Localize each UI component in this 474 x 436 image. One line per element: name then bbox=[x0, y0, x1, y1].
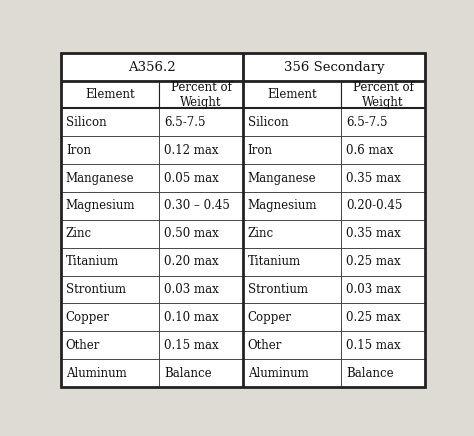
Text: 0.03 max: 0.03 max bbox=[164, 283, 219, 296]
Bar bbox=[159, 248, 243, 276]
Bar bbox=[243, 81, 341, 109]
Bar bbox=[61, 81, 159, 109]
Bar bbox=[61, 192, 159, 220]
Text: Balance: Balance bbox=[164, 367, 212, 380]
Text: 0.25 max: 0.25 max bbox=[346, 255, 401, 268]
Text: Zinc: Zinc bbox=[248, 227, 274, 240]
Text: 0.50 max: 0.50 max bbox=[164, 227, 219, 240]
Text: 356 Secondary: 356 Secondary bbox=[283, 61, 384, 74]
Bar bbox=[341, 81, 425, 109]
Text: Iron: Iron bbox=[66, 144, 91, 157]
Text: Magnesium: Magnesium bbox=[66, 199, 136, 212]
Text: Percent of
Weight: Percent of Weight bbox=[353, 81, 413, 109]
Text: Titanium: Titanium bbox=[66, 255, 119, 268]
Text: Manganese: Manganese bbox=[248, 171, 316, 184]
Bar bbox=[341, 303, 425, 331]
Text: 0.05 max: 0.05 max bbox=[164, 171, 219, 184]
Bar bbox=[159, 276, 243, 303]
Text: Strontium: Strontium bbox=[248, 283, 308, 296]
Text: 0.35 max: 0.35 max bbox=[346, 227, 401, 240]
Text: 0.10 max: 0.10 max bbox=[164, 311, 219, 324]
Bar bbox=[243, 331, 341, 359]
Bar bbox=[61, 164, 159, 192]
Bar bbox=[243, 164, 341, 192]
Bar bbox=[159, 81, 243, 109]
Text: 0.15 max: 0.15 max bbox=[164, 339, 219, 352]
Bar bbox=[243, 303, 341, 331]
Bar bbox=[61, 331, 159, 359]
Bar bbox=[61, 303, 159, 331]
Bar bbox=[61, 220, 159, 248]
Text: 0.25 max: 0.25 max bbox=[346, 311, 401, 324]
Text: Percent of
Weight: Percent of Weight bbox=[171, 81, 231, 109]
Bar bbox=[341, 192, 425, 220]
Bar bbox=[243, 248, 341, 276]
Bar bbox=[159, 164, 243, 192]
Text: Aluminum: Aluminum bbox=[248, 367, 309, 380]
Text: Element: Element bbox=[85, 88, 135, 101]
Bar bbox=[341, 136, 425, 164]
Bar bbox=[61, 109, 159, 136]
Bar bbox=[159, 359, 243, 387]
Bar bbox=[243, 109, 341, 136]
Text: Strontium: Strontium bbox=[66, 283, 126, 296]
Text: Zinc: Zinc bbox=[66, 227, 92, 240]
Text: Magnesium: Magnesium bbox=[248, 199, 317, 212]
Bar bbox=[159, 331, 243, 359]
Text: 0.6 max: 0.6 max bbox=[346, 144, 393, 157]
Text: Iron: Iron bbox=[248, 144, 273, 157]
Bar bbox=[159, 220, 243, 248]
Text: 0.20 max: 0.20 max bbox=[164, 255, 219, 268]
Text: 0.15 max: 0.15 max bbox=[346, 339, 401, 352]
Bar bbox=[61, 359, 159, 387]
Bar bbox=[341, 359, 425, 387]
Bar bbox=[61, 136, 159, 164]
Text: 0.12 max: 0.12 max bbox=[164, 144, 219, 157]
Text: A356.2: A356.2 bbox=[128, 61, 176, 74]
Text: Titanium: Titanium bbox=[248, 255, 301, 268]
Bar bbox=[243, 220, 341, 248]
Text: Aluminum: Aluminum bbox=[66, 367, 127, 380]
Text: Element: Element bbox=[267, 88, 317, 101]
Bar bbox=[243, 136, 341, 164]
Bar bbox=[243, 276, 341, 303]
Text: Balance: Balance bbox=[346, 367, 393, 380]
Bar bbox=[159, 109, 243, 136]
Bar bbox=[159, 136, 243, 164]
Text: 0.03 max: 0.03 max bbox=[346, 283, 401, 296]
Bar bbox=[61, 53, 243, 81]
Text: 6.5-7.5: 6.5-7.5 bbox=[346, 116, 387, 129]
Bar bbox=[243, 53, 425, 81]
Text: 6.5-7.5: 6.5-7.5 bbox=[164, 116, 206, 129]
Bar bbox=[243, 359, 341, 387]
Text: Copper: Copper bbox=[66, 311, 110, 324]
Bar bbox=[61, 248, 159, 276]
Text: Manganese: Manganese bbox=[66, 171, 135, 184]
Bar bbox=[341, 276, 425, 303]
Bar bbox=[243, 192, 341, 220]
Text: Other: Other bbox=[248, 339, 282, 352]
Text: Copper: Copper bbox=[248, 311, 292, 324]
Text: 0.35 max: 0.35 max bbox=[346, 171, 401, 184]
Bar bbox=[159, 303, 243, 331]
Text: Other: Other bbox=[66, 339, 100, 352]
Bar bbox=[341, 220, 425, 248]
Text: Silicon: Silicon bbox=[66, 116, 107, 129]
Bar bbox=[341, 109, 425, 136]
Bar bbox=[61, 276, 159, 303]
Text: Silicon: Silicon bbox=[248, 116, 288, 129]
Text: 0.20-0.45: 0.20-0.45 bbox=[346, 199, 402, 212]
Bar bbox=[159, 192, 243, 220]
Bar bbox=[341, 164, 425, 192]
Text: 0.30 – 0.45: 0.30 – 0.45 bbox=[164, 199, 230, 212]
Bar bbox=[341, 331, 425, 359]
Bar bbox=[341, 248, 425, 276]
